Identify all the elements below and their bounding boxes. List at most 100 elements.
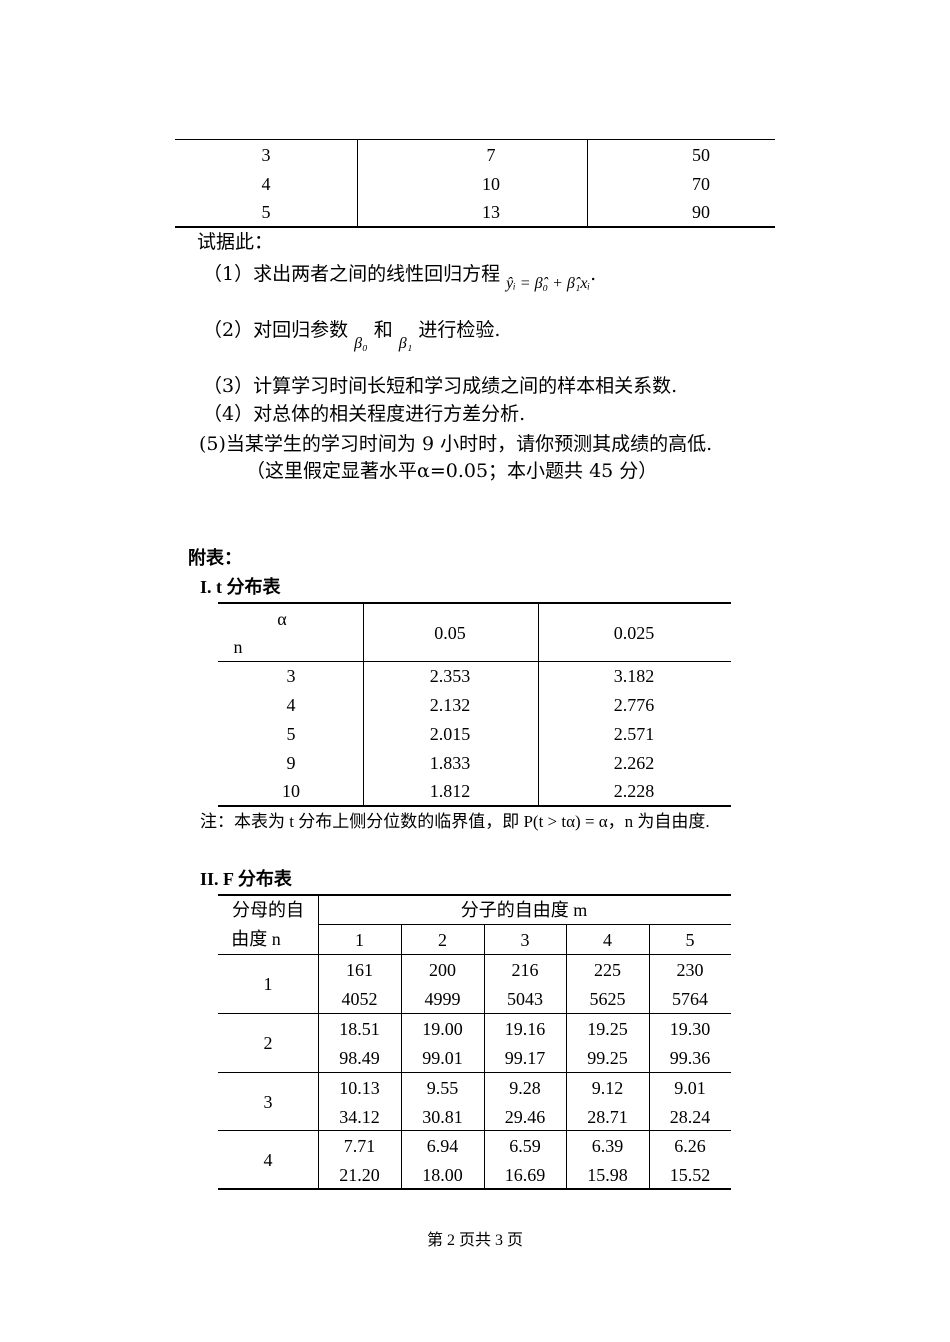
- alpha-001-value: 99.25: [587, 1048, 628, 1068]
- rule-line: [484, 924, 485, 1189]
- f-table-title: II. F 分布表: [200, 869, 292, 889]
- rule-line: [218, 1188, 731, 1190]
- column-header: 0.025: [613, 623, 655, 643]
- question-2-text: （2）对回归参数: [203, 319, 349, 341]
- table-cell: 10: [482, 174, 500, 194]
- row-header: 分母的自: [232, 900, 304, 920]
- row-label: 4: [263, 1150, 273, 1170]
- table-cell: 7: [486, 145, 496, 165]
- table-cell: 3: [286, 666, 296, 686]
- rule-line: [318, 894, 319, 1189]
- rule-line: [175, 139, 775, 140]
- rule-line: [649, 924, 650, 1189]
- t-table-note: 注：本表为 t 分布上侧分位数的临界值，即 P(t > tα) = α，n 为自…: [200, 812, 710, 831]
- rule-line: [218, 894, 731, 896]
- rule-line: [218, 1013, 731, 1014]
- alpha-001-value: 18.00: [422, 1165, 463, 1185]
- alpha-005-value: 19.16: [504, 1019, 546, 1039]
- alpha-005-value: 6.39: [591, 1136, 624, 1156]
- table-cell: 50: [692, 145, 710, 165]
- table-cell: 2.353: [429, 666, 471, 686]
- alpha-001-value: 34.12: [339, 1107, 380, 1127]
- rule-line: [357, 139, 358, 227]
- column-header: 4: [603, 930, 612, 950]
- rule-line: [218, 602, 731, 604]
- column-header: 2: [438, 930, 447, 950]
- alpha-005-value: 19.30: [669, 1019, 711, 1039]
- intro-text: 试据此：: [197, 231, 274, 253]
- regression-formula: ŷᵢ = β̂₀ + β̂₁xᵢ: [506, 275, 591, 292]
- question-3: （3）计算学习时间长短和学习成绩之间的样本相关系数.: [203, 375, 678, 397]
- table-cell: 1.833: [429, 753, 471, 773]
- alpha-001-value: 28.71: [587, 1107, 628, 1127]
- column-header: 3: [520, 930, 530, 950]
- table-cell: 2.571: [613, 724, 655, 744]
- period: .: [590, 263, 597, 285]
- column-header: 0.05: [434, 623, 466, 643]
- alpha-005-value: 10.13: [339, 1078, 380, 1098]
- rule-line: [218, 805, 731, 807]
- table-cell: 3: [261, 145, 271, 165]
- table-cell: 13: [482, 202, 500, 222]
- rule-line: [401, 924, 402, 1189]
- question-2-end: 进行检验.: [418, 319, 501, 341]
- beta0: β₀: [354, 335, 368, 352]
- table-cell: 5: [286, 724, 296, 744]
- alpha-001-value: 5625: [589, 989, 626, 1009]
- column-header: 1: [355, 930, 364, 950]
- alpha-001-value: 99.01: [422, 1048, 463, 1068]
- rule-line: [218, 954, 731, 955]
- table-cell: 2.015: [429, 724, 471, 744]
- alpha-005-value: 6.26: [674, 1136, 706, 1156]
- table-cell: 2.132: [429, 695, 471, 715]
- question-5: (5)当某学生的学习时间为 9 小时时，请你预测其成绩的高低.: [199, 433, 713, 455]
- alpha-005-value: 230: [676, 960, 704, 980]
- alpha-001-value: 16.69: [504, 1165, 546, 1185]
- column-group-header: 分子的自由度 m: [460, 900, 588, 920]
- rule-line: [218, 1072, 731, 1073]
- table-cell: 2.262: [613, 753, 655, 773]
- column-header: 5: [685, 930, 695, 950]
- alpha-001-value: 15.52: [669, 1165, 711, 1185]
- rule-line: [538, 602, 539, 806]
- table-cell: 5: [261, 202, 271, 222]
- alpha-001-value: 99.17: [504, 1048, 546, 1068]
- row-label: 3: [263, 1092, 273, 1112]
- alpha-001-value: 21.20: [339, 1165, 380, 1185]
- row-header: 由度 n: [231, 929, 281, 949]
- table-cell: 9: [286, 753, 296, 773]
- table-cell: 2.228: [613, 781, 655, 801]
- alpha-005-value: 9.01: [674, 1078, 706, 1098]
- table-cell: 3.182: [613, 666, 655, 686]
- question-1: （1）求出两者之间的线性回归方程 ŷᵢ = β̂₀ + β̂₁xᵢ.: [203, 262, 597, 292]
- alpha-005-value: 7.71: [343, 1136, 376, 1156]
- alpha-005-value: 6.59: [509, 1136, 541, 1156]
- appendix-title: 附表：: [188, 548, 242, 568]
- table-cell: 4: [286, 695, 296, 715]
- table-cell: 2.776: [613, 695, 655, 715]
- n-header: n: [233, 637, 243, 657]
- alpha-005-value: 19.00: [422, 1019, 463, 1039]
- alpha-001-value: 4052: [341, 989, 378, 1009]
- rule-line: [175, 226, 775, 228]
- table-cell: 70: [692, 174, 710, 194]
- alpha-001-value: 30.81: [422, 1107, 463, 1127]
- question-4: （4）对总体的相关程度进行方差分析.: [203, 403, 526, 425]
- alpha-005-value: 9.28: [509, 1078, 541, 1098]
- alpha-005-value: 200: [429, 960, 456, 980]
- alpha-005-value: 161: [346, 960, 373, 980]
- rule-line: [218, 1130, 731, 1131]
- alpha-005-value: 9.55: [426, 1078, 459, 1098]
- question-note: （这里假定显著水平α=0.05；本小题共 45 分）: [246, 460, 658, 482]
- question-1-text: （1）求出两者之间的线性回归方程: [203, 263, 501, 285]
- alpha-005-value: 19.25: [587, 1019, 628, 1039]
- alpha-001-value: 5764: [672, 989, 708, 1009]
- t-table-title: I. t 分布表: [200, 577, 281, 597]
- rule-line: [363, 602, 364, 806]
- alpha-001-value: 98.49: [339, 1048, 380, 1068]
- rule-line: [566, 924, 567, 1189]
- alpha-001-value: 28.24: [669, 1107, 711, 1127]
- alpha-001-value: 15.98: [587, 1165, 628, 1185]
- and-text: 和: [373, 319, 393, 341]
